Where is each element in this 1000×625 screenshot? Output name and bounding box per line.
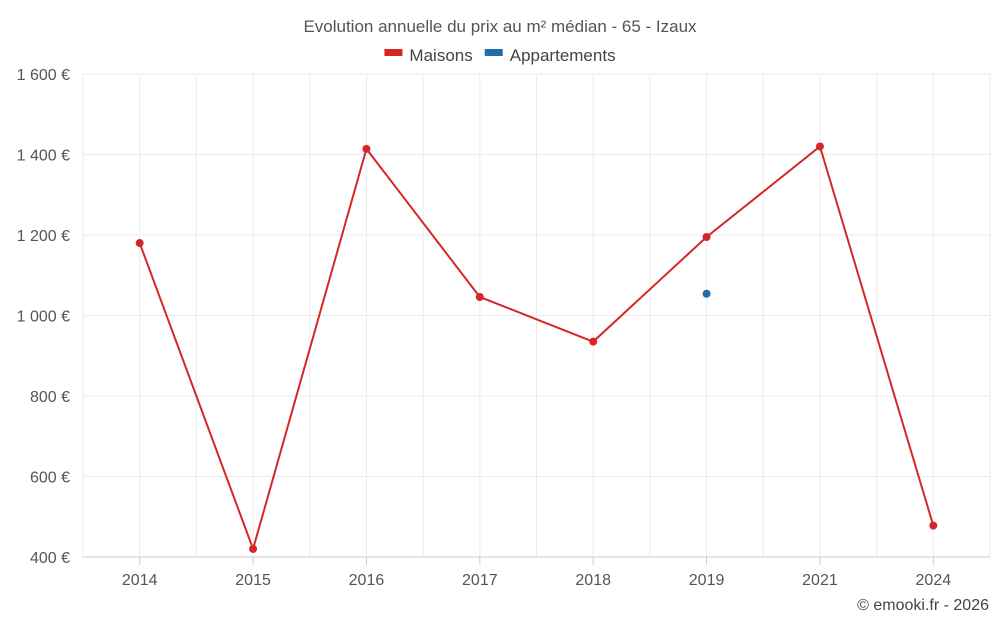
data-point-maisons-2016[interactable]: [362, 144, 371, 153]
x-tick-label: 2015: [235, 572, 271, 589]
data-point-maisons-2018[interactable]: [589, 337, 598, 346]
grid: [82, 73, 991, 557]
data-point-maisons-2024[interactable]: [929, 521, 938, 530]
x-tick-label: 2014: [122, 572, 158, 589]
series-line-maisons: [138, 144, 935, 553]
legend-swatch: [384, 49, 403, 56]
y-axis: 400 € 600 € 800 € 1 000 € 1 200 € 1 400 € 1 60…: [17, 67, 70, 567]
x-tick-label: 2016: [349, 572, 385, 589]
y-tick-label: 1 200 €: [17, 228, 70, 245]
data-point-maisons-2015[interactable]: [249, 544, 258, 553]
legend: Maisons Appartements: [384, 46, 616, 65]
legend-swatch: [484, 49, 503, 56]
credit-text[interactable]: © emooki.fr - 2026: [857, 597, 989, 614]
y-tick-label: 1 600 €: [17, 67, 70, 84]
data-point-maisons-2019[interactable]: [702, 233, 711, 242]
legend-label: Maisons: [409, 46, 472, 65]
legend-item-maisons[interactable]: Maisons: [384, 46, 473, 65]
series-maisons: [135, 142, 938, 553]
y-tick-label: 600 €: [30, 470, 70, 487]
legend-item-appartements[interactable]: Appartements: [484, 46, 616, 65]
y-tick-label: 1 400 €: [17, 148, 70, 165]
data-point-maisons-2014[interactable]: [135, 239, 144, 248]
series-appartements: [702, 289, 711, 298]
legend-label: Appartements: [510, 46, 616, 65]
x-tick-label: 2018: [575, 572, 611, 589]
x-axis: 2014 2015 2016 2017 2018 2019 2021 2024: [83, 556, 990, 589]
x-tick-label: 2019: [689, 572, 725, 589]
series-layer: [135, 142, 938, 553]
data-point-maisons-2021[interactable]: [815, 142, 824, 151]
y-tick-label: 1 000 €: [17, 309, 70, 326]
data-point-maisons-2017[interactable]: [475, 292, 484, 301]
y-tick-label: 400 €: [30, 550, 70, 567]
data-point-appartements-2019[interactable]: [702, 289, 711, 298]
x-tick-label: 2017: [462, 572, 498, 589]
x-tick-label: 2021: [802, 572, 838, 589]
x-tick-label: 2024: [916, 572, 952, 589]
y-tick-label: 800 €: [30, 389, 70, 406]
chart-title: Evolution annuelle du prix au m² médian …: [303, 17, 697, 36]
